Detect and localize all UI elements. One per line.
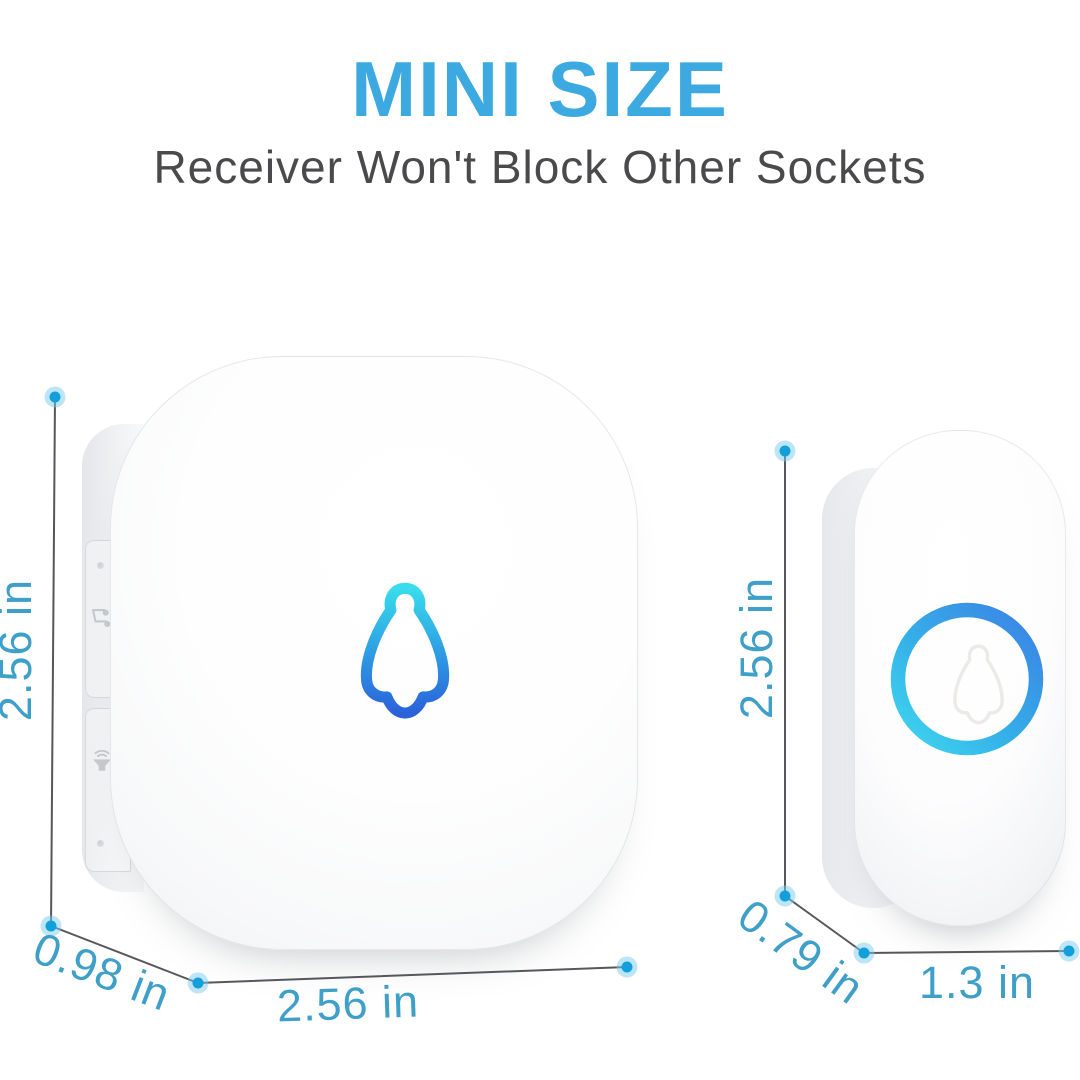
led-ring-icon <box>890 602 1044 756</box>
receiver-width-label: 2.56 in <box>276 975 420 1032</box>
bell-icon <box>360 582 450 719</box>
speaker-icon <box>93 749 111 771</box>
music-note-icon <box>92 609 111 628</box>
page-title: MINI SIZE <box>351 45 729 133</box>
page-subtitle: Receiver Won't Block Other Sockets <box>153 141 927 193</box>
dimension-endpoint-dots <box>40 386 1080 994</box>
push-button-width-label: 1.3 in <box>918 957 1036 1008</box>
receiver-height-label: 2.56 in <box>0 578 41 722</box>
receiver-side-dimple-bottom <box>97 840 104 847</box>
bell-outline-icon <box>953 644 1004 725</box>
push-button-height-label: 2.56 in <box>731 576 782 720</box>
receiver-side-dimple-top <box>97 562 104 569</box>
